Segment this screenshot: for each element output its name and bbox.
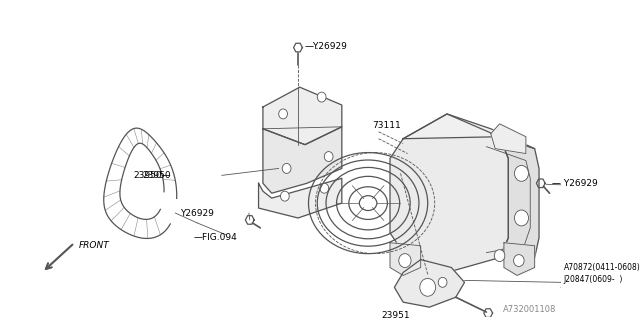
- Polygon shape: [259, 178, 342, 218]
- Polygon shape: [504, 243, 534, 276]
- Text: Y26929: Y26929: [180, 209, 214, 218]
- Polygon shape: [263, 127, 342, 193]
- Circle shape: [494, 250, 505, 261]
- Text: 23951: 23951: [381, 310, 410, 320]
- Text: J20847(0609-  ): J20847(0609- ): [564, 275, 623, 284]
- Polygon shape: [491, 124, 526, 154]
- Polygon shape: [390, 243, 420, 276]
- Circle shape: [438, 277, 447, 287]
- Polygon shape: [263, 87, 342, 145]
- Polygon shape: [500, 137, 539, 258]
- Text: A70872(0411-0608): A70872(0411-0608): [564, 263, 640, 272]
- Circle shape: [317, 92, 326, 102]
- Text: 23950—: 23950—: [133, 171, 171, 180]
- Circle shape: [282, 164, 291, 173]
- Text: 23950: 23950: [142, 171, 171, 180]
- Polygon shape: [394, 260, 465, 307]
- Text: —FIG.094: —FIG.094: [194, 233, 237, 242]
- Text: —Y26929: —Y26929: [305, 42, 348, 51]
- Circle shape: [420, 278, 436, 296]
- Circle shape: [399, 254, 411, 268]
- Text: — Y26929: — Y26929: [552, 179, 598, 188]
- Circle shape: [278, 109, 287, 119]
- Polygon shape: [390, 114, 508, 272]
- Polygon shape: [403, 114, 534, 148]
- Circle shape: [515, 210, 529, 226]
- Circle shape: [324, 152, 333, 162]
- Circle shape: [280, 191, 289, 201]
- Circle shape: [320, 183, 329, 193]
- Text: A732001108: A732001108: [503, 305, 557, 314]
- Text: FRONT: FRONT: [79, 241, 109, 250]
- Circle shape: [513, 255, 524, 267]
- Text: 73111: 73111: [372, 121, 401, 130]
- Circle shape: [515, 165, 529, 181]
